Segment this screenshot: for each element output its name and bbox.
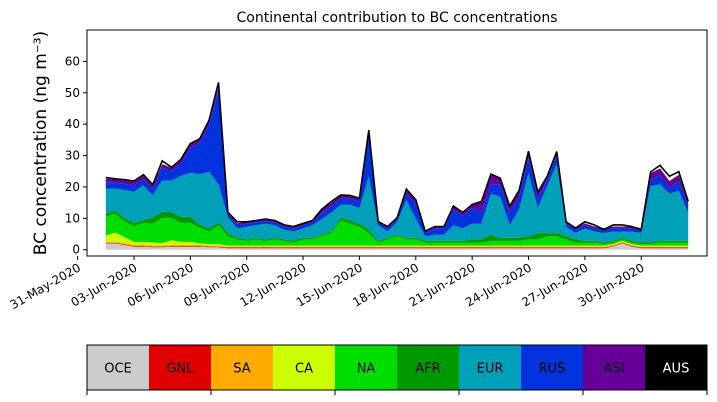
area-ca [105, 232, 689, 247]
legend-swatch-gnl [149, 345, 212, 390]
y-axis: 0 10 20 30 40 50 60 [65, 54, 87, 257]
legend-frame [86, 344, 708, 391]
y-tick-label-0: 0 [72, 243, 80, 257]
y-tick-label-60: 60 [65, 54, 80, 68]
legend-label-na: NA [357, 362, 376, 377]
legend-swatch-na [335, 345, 398, 390]
x-axis: 31-May-202003-Jun-202006-Jun-202009-Jun-… [8, 256, 647, 312]
chart-title: Continental contribution to BC concentra… [236, 10, 557, 26]
legend-label-eur: EUR [477, 362, 504, 377]
legend-label-rus: RUS [539, 362, 566, 377]
legend-swatch-aus [645, 345, 708, 390]
stacked-areas [105, 86, 689, 250]
area-afr [105, 210, 689, 245]
total-line-group [105, 82, 689, 233]
legend-label-asi: ASI [604, 362, 625, 377]
area-oce [105, 243, 689, 250]
y-tick-label-40: 40 [65, 117, 80, 131]
legend-label-afr: AFR [415, 362, 440, 377]
total-line [105, 82, 689, 233]
legend-swatch-afr [397, 345, 460, 390]
area-rus [105, 90, 689, 237]
y-tick-label-30: 30 [65, 149, 80, 163]
y-tick-label-50: 50 [65, 86, 80, 100]
y-tick-label-20: 20 [65, 180, 80, 194]
legend-label-ca: CA [295, 362, 313, 377]
legend-label-gnl: GNL [166, 362, 194, 377]
area-na [105, 213, 689, 246]
legend-swatch-ca [273, 345, 336, 390]
legend-swatch-sa [211, 345, 274, 390]
legend-swatch-eur [459, 345, 522, 390]
legend-label-aus: AUS [663, 362, 690, 377]
legend-label-oce: OCE [104, 362, 132, 377]
y-tick-label-10: 10 [65, 211, 80, 225]
legend-swatch-rus [521, 345, 584, 390]
legend-swatch-oce [87, 345, 150, 390]
region-legend-colorbar: OCE GNL SA CA NA AFR EUR RUS ASI AUS [86, 344, 708, 395]
legend-label-sa: SA [233, 362, 250, 377]
legend-swatch-asi [583, 345, 646, 390]
area-eur [105, 164, 689, 243]
plot-frame [86, 29, 708, 257]
y-axis-label: BC concentration (ng m⁻³) [31, 31, 51, 255]
